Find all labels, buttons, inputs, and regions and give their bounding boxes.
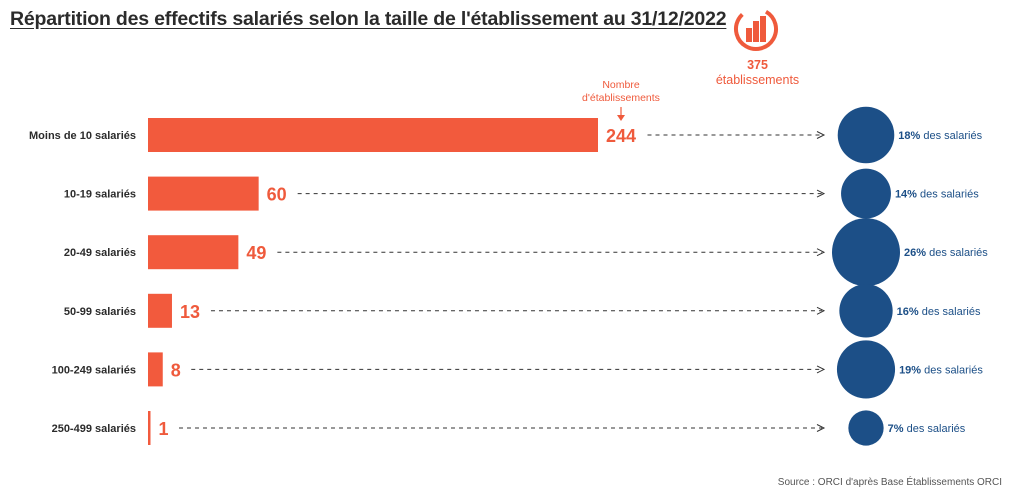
employee-share-bubble xyxy=(837,106,895,164)
category-label: 250-499 salariés xyxy=(52,423,136,435)
category-label: 20-49 salariés xyxy=(64,247,136,259)
bar xyxy=(148,411,151,445)
bar xyxy=(148,352,163,387)
bar-value-label: 13 xyxy=(180,302,200,322)
bar xyxy=(148,118,598,152)
annotation-label: d'établissements xyxy=(582,92,660,104)
employee-share-bubble xyxy=(836,340,896,399)
employee-share-bubble xyxy=(841,168,891,219)
employee-share-bubble xyxy=(848,410,884,446)
bar xyxy=(148,293,172,328)
bar xyxy=(148,176,259,211)
employee-share-label: 26% des salariés xyxy=(904,247,988,259)
annotation-label: Nombre xyxy=(602,79,640,91)
connector-arrow-icon xyxy=(816,424,826,432)
employee-share-label: 19% des salariés xyxy=(899,364,983,376)
connector-arrow-icon xyxy=(816,248,826,257)
bar-value-label: 49 xyxy=(246,243,266,263)
total-establishments: 375 établissements xyxy=(700,58,815,88)
chart-title: Répartition des effectifs salariés selon… xyxy=(10,8,727,30)
annotation-arrow-icon xyxy=(617,115,625,121)
category-label: Moins de 10 salariés xyxy=(29,130,136,142)
source-note: Source : ORCI d'après Base Établissement… xyxy=(777,477,1002,488)
total-label: établissements xyxy=(715,73,800,87)
bar-value-label: 1 xyxy=(159,419,169,439)
category-label: 50-99 salariés xyxy=(64,306,136,318)
employee-share-label: 18% des salariés xyxy=(898,130,982,142)
bar-value-label: 8 xyxy=(171,360,181,380)
bar-chart-circle-icon xyxy=(734,7,778,51)
employee-share-label: 7% des salariés xyxy=(888,423,966,435)
category-label: 10-19 salariés xyxy=(64,189,136,201)
bar-value-label: 244 xyxy=(606,126,636,146)
bar-value-label: 60 xyxy=(267,185,287,205)
bar xyxy=(148,235,239,270)
connector-arrow-icon xyxy=(816,306,826,315)
employee-share-bubble xyxy=(832,218,900,287)
total-number: 375 xyxy=(747,58,768,72)
employee-share-label: 16% des salariés xyxy=(897,306,981,318)
connector-arrow-icon xyxy=(816,131,826,139)
employee-share-bubble xyxy=(839,284,893,338)
category-label: 100-249 salariés xyxy=(52,364,136,376)
employee-share-label: 14% des salariés xyxy=(895,189,979,201)
connector-arrow-icon xyxy=(816,365,826,374)
connector-arrow-icon xyxy=(816,189,826,198)
